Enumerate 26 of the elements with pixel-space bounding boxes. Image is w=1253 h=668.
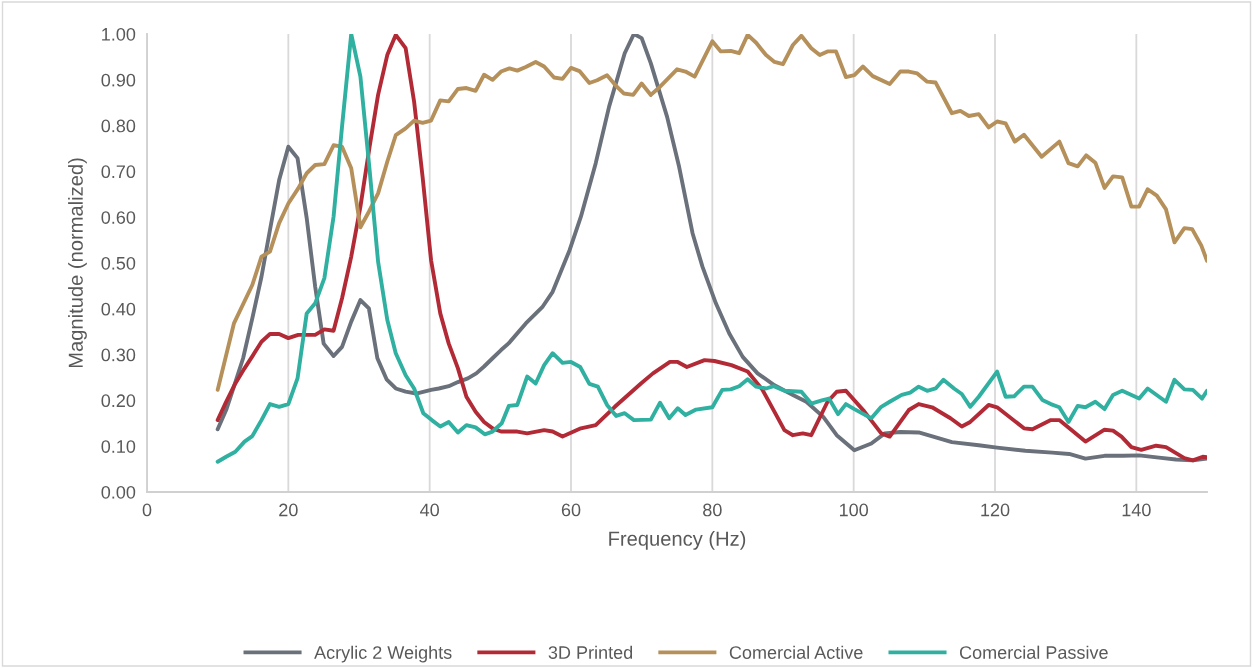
x-tick-label: 20	[279, 503, 298, 517]
y-tick-label: 0.80	[101, 119, 136, 133]
y-tick-label: 0.00	[101, 485, 136, 499]
x-tick-label: 120	[981, 503, 1010, 517]
x-tick-label: 0	[142, 503, 152, 517]
y-tick-label: 0.30	[101, 348, 136, 362]
y-tick-label: 0.70	[101, 165, 136, 179]
legend-label: Comercial Passive	[959, 645, 1108, 659]
x-tick-label: 80	[703, 503, 722, 517]
x-tick-label: 100	[839, 503, 869, 517]
x-tick-label: 140	[1122, 503, 1151, 517]
legend-label: Comercial Active	[729, 645, 863, 659]
legend-label: 3D Printed	[548, 645, 633, 659]
y-tick-label: 0.20	[101, 394, 136, 408]
x-tick-label: 60	[561, 503, 581, 517]
y-tick-label: 0.40	[101, 302, 136, 316]
x-tick-label: 40	[420, 503, 439, 517]
y-tick-label: 0.60	[101, 211, 136, 224]
y-tick-label: 0.50	[101, 256, 136, 270]
legend-label: Acrylic 2 Weights	[314, 645, 452, 663]
line-series	[215, 34, 1207, 392]
y-axis-title: Magnitude (normalized)	[68, 158, 87, 368]
x-axis-title: Frequency (Hz)	[609, 531, 746, 550]
y-tick-label: 1.00	[102, 27, 136, 41]
y-tick-label: 0.10	[101, 440, 136, 453]
y-tick-label: 0.90	[101, 73, 136, 87]
